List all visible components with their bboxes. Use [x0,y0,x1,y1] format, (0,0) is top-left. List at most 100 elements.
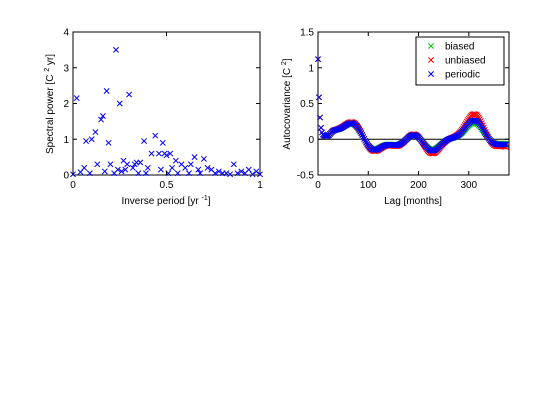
spectrum-point [148,150,155,157]
spectrum-point [107,161,114,168]
spectrum-point [94,161,101,168]
autocovariance-y-tick-label: 1 [308,63,314,74]
spectrum-point [215,168,222,175]
spectrum-point [141,138,148,144]
autocovariance-x-tick-label: 100 [360,180,377,191]
spectrum-point [172,157,179,164]
legend-marker-biased [428,43,434,49]
spectrum-point [157,166,164,173]
spectrum-point [105,139,112,146]
spectrum-point [73,95,80,102]
spectrum-point [230,161,237,168]
spectrum-y-tick-label: 2 [63,99,69,110]
spectrum-y-tick-label: 1 [63,135,69,146]
spectrum-point [126,91,133,98]
spectrum-y-tick-label: 0 [63,171,69,182]
spectrum-ticks: 0 0.5 1 0 1 2 3 4 [63,28,263,192]
spectrum-x-axis-label: Inverse period [yr -1] [121,195,210,207]
legend-label-unbiased: unbiased [445,56,486,67]
spectrum-point [253,168,260,175]
spectrum-point [227,171,234,178]
spectrum-point [81,164,88,171]
autocovariance-point-periodic [316,94,322,101]
spectrum-point [195,166,202,173]
autocovariance-point-periodic [502,141,508,148]
autocovariance-y-tick-label: 1.5 [300,28,314,39]
spectrum-point [152,132,159,139]
spectrum-x-tick-label: 0 [70,180,76,191]
spectrum-point [103,88,110,94]
spectrum-point [92,129,99,136]
autocovariance-point-periodic [323,133,329,140]
autocovariance-y-tick-label: 0 [308,135,314,146]
spectrum-point [83,138,90,144]
legend-items: biased unbiased periodic [428,42,486,81]
spectrum-point [159,139,166,146]
spectrum-point [137,159,144,166]
spectrum-point [238,168,245,175]
spectrum-point [88,136,95,143]
spectrum-point [142,170,149,177]
autocovariance-point-periodic [503,141,509,148]
spectrum-point [167,150,174,157]
spectrum-point [185,170,192,177]
legend-marker-periodic [428,71,434,77]
spectrum-point [187,161,194,168]
legend-label-periodic: periodic [445,70,480,81]
legend-marker-unbiased [428,57,434,63]
spectrum-point [98,116,105,123]
autocovariance-plot: 0 100 200 300-0.500.511.5 Lag [months] Auto… [281,28,510,207]
spectrum-point [144,164,151,171]
autocovariance-x-tick-label: 200 [410,180,427,191]
autocovariance-point-periodic [317,114,323,121]
spectrum-point [163,152,170,159]
spectrum-point [234,170,241,177]
spectrum-point [212,170,219,177]
autocovariance-point-periodic [318,124,324,131]
spectrum-point [122,166,129,173]
spectrum-point [197,170,204,177]
spectrum-point [135,170,142,177]
legend-label-biased: biased [445,42,474,53]
spectrum-y-axis-label: Spectral power [C 2 yr] [44,54,56,154]
spectrum-point [86,170,93,177]
spectrum-point [114,166,121,173]
autocovariance-x-tick-label: 300 [460,180,477,191]
autocovariance-point-periodic [315,56,321,63]
spectrum-point [156,150,162,157]
autocovariance-point-periodic [362,137,369,144]
autocovariance-y-tick-label: -0.5 [297,171,315,182]
spectrum-point [101,168,108,175]
spectrum-point [99,113,106,119]
spectrum-y-tick-label: 4 [63,28,69,39]
spectrum-point [174,170,181,177]
spectrum-point [182,164,189,171]
autocovariance-marks [315,56,509,157]
spectrum-point [116,100,123,107]
spectrum-point [124,161,131,168]
spectrum-y-tick-label: 3 [63,63,69,74]
spectrum-point [245,166,252,173]
autocovariance-x-axis-label: Lag [months] [384,196,442,207]
autocovariance-y-axis-label: Autocovariance [C 2] [281,58,293,149]
autocovariance-point-periodic [411,132,418,139]
legend: biased unbiased periodic [415,36,505,86]
spectrum-point [191,154,198,161]
spectrum-point [113,46,119,53]
autocovariance-point-periodic [480,127,487,134]
spectrum-point [249,171,256,178]
autocovariance-y-tick-label: 0.5 [300,99,314,110]
spectrum-plot: 0 0.5 1 0 1 2 3 4 Inverse period [yr -1] Spectr… [44,28,263,208]
spectrum-point [118,168,125,175]
autocovariance-x-tick-label: 0 [315,180,321,191]
spectrum-x-tick-label: 1 [257,180,263,191]
spectrum-x-tick-label: 0.5 [160,180,174,191]
spectrum-point [204,164,211,171]
spectrum-axes-frame [72,31,261,176]
spectrum-point [200,155,207,162]
spectrum-point [129,164,136,171]
autocovariance-point-periodic [501,141,507,148]
spectrum-point [223,170,230,177]
spectrum-marks [70,46,263,178]
